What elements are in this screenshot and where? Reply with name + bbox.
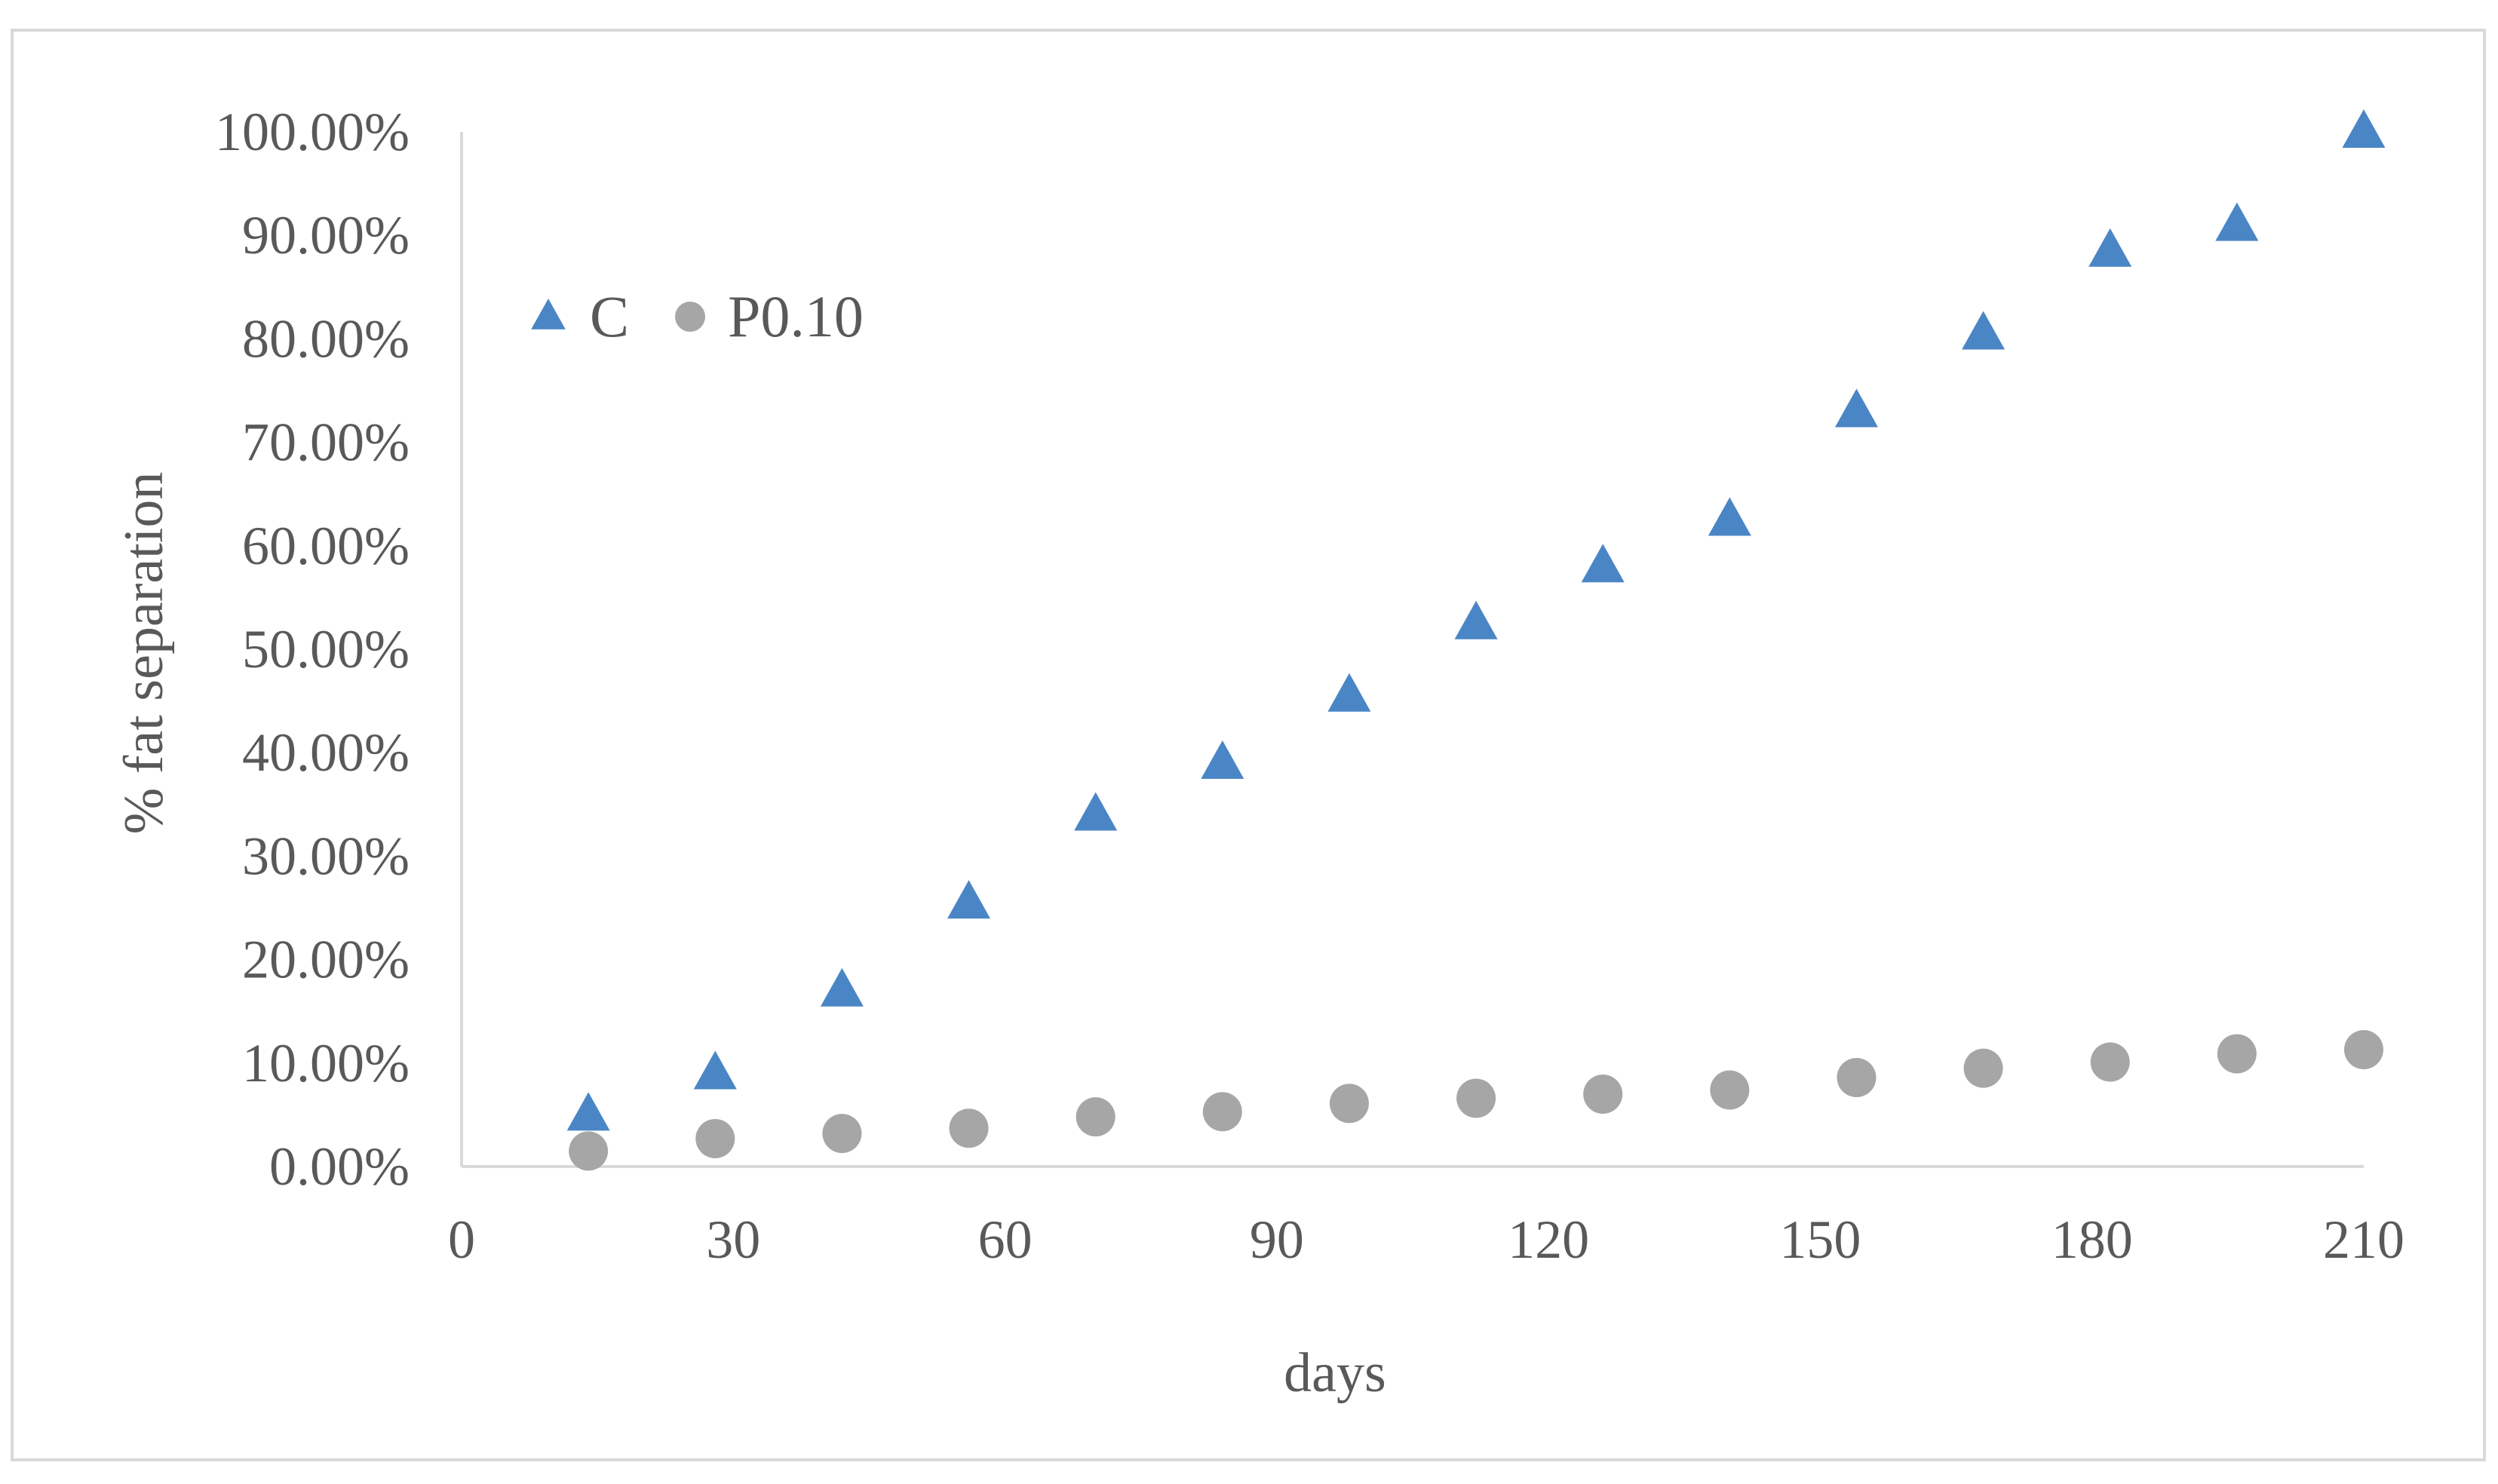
point-C — [1201, 740, 1244, 779]
x-axis-title: days — [1284, 1342, 1386, 1404]
point-P0.10 — [1710, 1070, 1750, 1110]
x-tick-label: 210 — [2323, 1210, 2404, 1270]
axes — [460, 132, 2364, 1168]
legend-marker-C — [531, 299, 566, 330]
y-tick-label: 100.00% — [215, 102, 410, 162]
chart-frame — [11, 29, 2486, 1461]
y-tick-label: 10.00% — [242, 1033, 410, 1093]
tick-labels: 0 30 60 90 120 150 180 210 0.00% 10.00% 20.00% 30.0… — [215, 102, 2404, 1270]
point-P0.10 — [822, 1114, 862, 1154]
y-tick-label: 50.00% — [242, 619, 410, 679]
x-tick-label: 120 — [1508, 1210, 1589, 1270]
point-P0.10 — [1963, 1048, 2003, 1088]
point-C — [1834, 388, 1878, 428]
point-P0.10 — [949, 1108, 989, 1148]
point-C — [1581, 544, 1625, 583]
y-tick-label: 90.00% — [242, 205, 410, 265]
point-P0.10 — [1837, 1058, 1877, 1098]
y-axis-title: % fat separation — [113, 472, 175, 835]
point-P0.10 — [695, 1118, 735, 1158]
point-C — [1962, 311, 2005, 350]
point-C — [2342, 109, 2386, 148]
x-tick-label: 0 — [448, 1210, 475, 1270]
point-C — [947, 880, 991, 919]
point-C — [2215, 202, 2259, 241]
x-tick-label: 60 — [978, 1210, 1033, 1270]
y-tick-label: 0.00% — [269, 1136, 410, 1197]
point-C — [1327, 673, 1371, 712]
point-C — [1708, 497, 1751, 536]
y-tick-label: 30.00% — [242, 826, 410, 886]
y-tick-label: 60.00% — [242, 516, 410, 576]
point-P0.10 — [2217, 1034, 2257, 1074]
y-tick-label: 20.00% — [242, 930, 410, 990]
x-tick-label: 150 — [1779, 1210, 1861, 1270]
data-points — [566, 109, 2386, 1171]
point-P0.10 — [1329, 1084, 1369, 1124]
y-tick-label: 80.00% — [242, 308, 410, 369]
point-P0.10 — [1076, 1097, 1116, 1137]
legend-marker-P0.10 — [675, 302, 705, 332]
point-P0.10 — [1202, 1092, 1242, 1132]
x-tick-label: 30 — [706, 1210, 760, 1270]
point-C — [2088, 228, 2132, 267]
point-C — [693, 1050, 737, 1090]
legend: C P0.10 — [531, 284, 864, 349]
x-tick-label: 180 — [2051, 1210, 2133, 1270]
point-P0.10 — [1583, 1074, 1623, 1114]
point-C — [566, 1092, 610, 1131]
point-P0.10 — [2090, 1042, 2130, 1082]
legend-label-C: C — [590, 284, 629, 349]
point-C — [1454, 600, 1498, 639]
legend-label-P0.10: P0.10 — [728, 284, 864, 349]
point-P0.10 — [1456, 1078, 1496, 1118]
point-P0.10 — [2344, 1029, 2383, 1069]
y-tick-label: 70.00% — [242, 412, 410, 473]
point-C — [1074, 792, 1118, 831]
x-tick-label: 90 — [1250, 1210, 1304, 1270]
y-tick-label: 40.00% — [242, 722, 410, 783]
point-C — [820, 967, 864, 1007]
point-P0.10 — [569, 1131, 609, 1171]
